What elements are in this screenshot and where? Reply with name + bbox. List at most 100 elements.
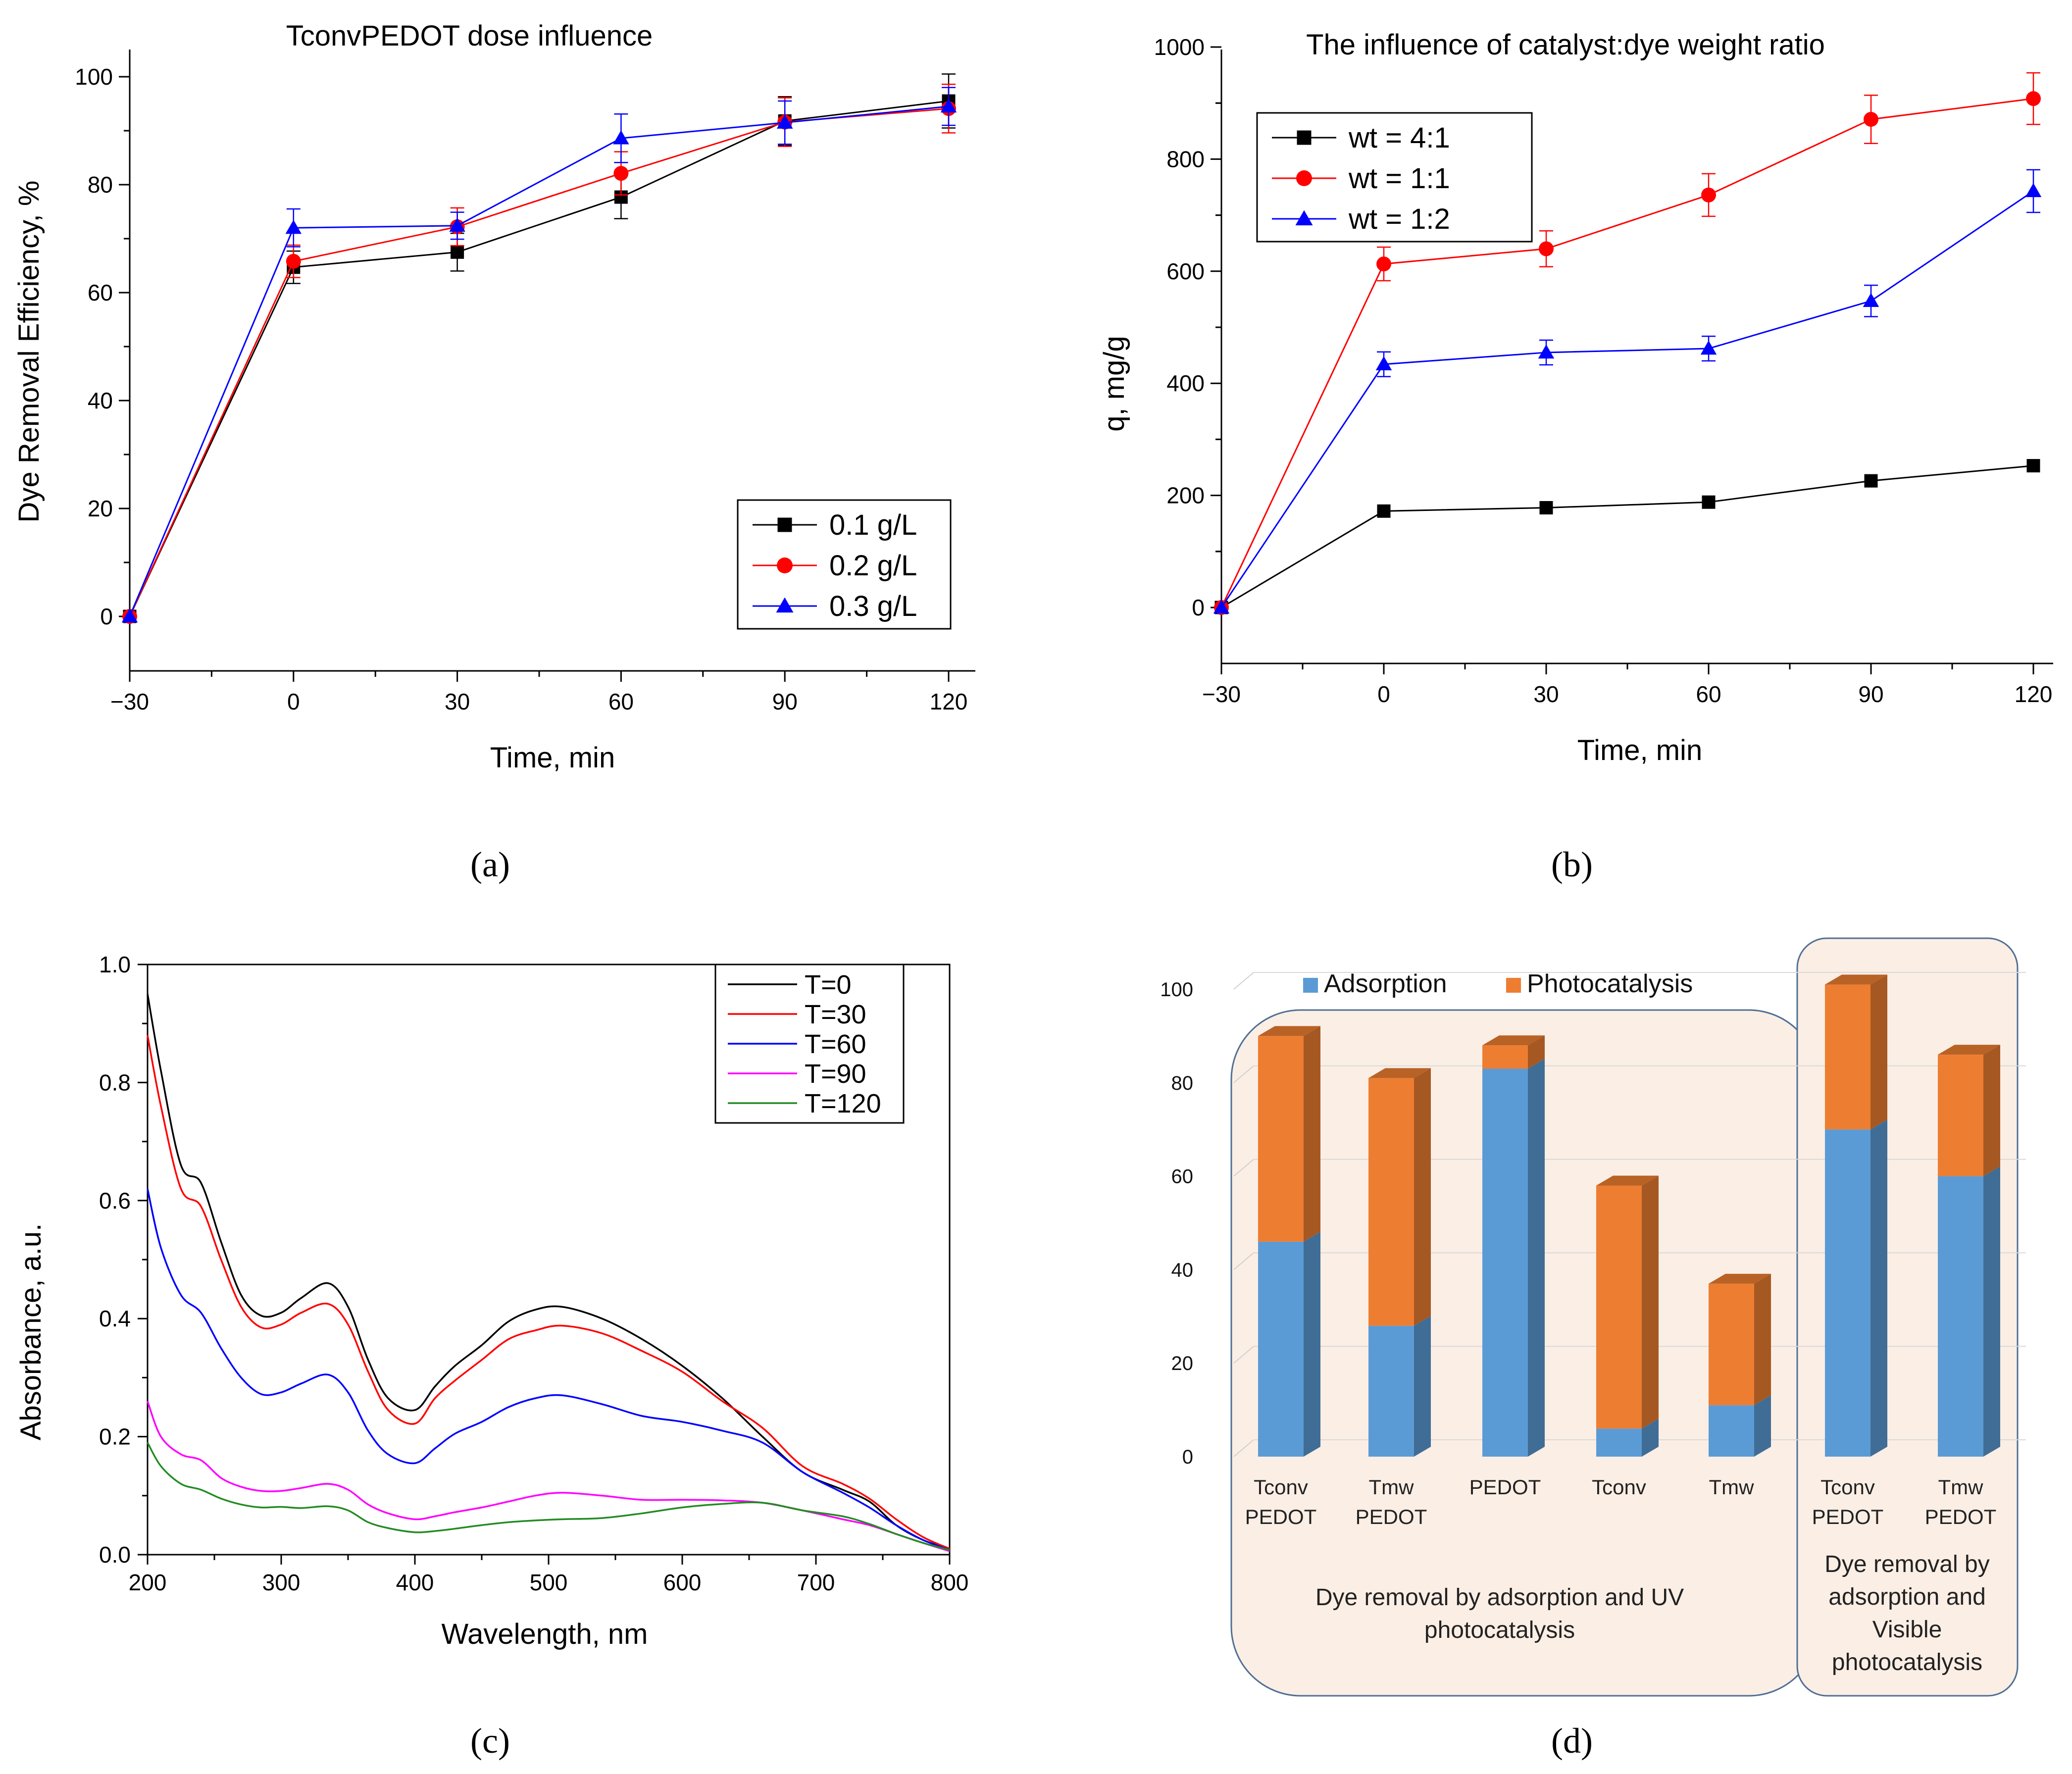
- category-label: Tmw: [1938, 1475, 1984, 1499]
- bar-segment-front: [1482, 1068, 1528, 1457]
- bar-top: [1709, 1273, 1771, 1284]
- bar-segment-side: [1983, 1166, 2000, 1457]
- data-point: [1701, 187, 1716, 203]
- legend-label: T=90: [805, 1059, 866, 1089]
- legend-label: wt = 1:1: [1348, 162, 1450, 195]
- data-point: [449, 217, 465, 232]
- x-tick-label: 400: [396, 1570, 434, 1595]
- data-point: [121, 608, 138, 623]
- data-point: [1864, 474, 1878, 488]
- bar-segment-front: [1596, 1428, 1642, 1457]
- x-tick-label: 700: [797, 1570, 835, 1595]
- data-point: [2025, 183, 2042, 198]
- legend-label: 0.3 g/L: [829, 590, 917, 622]
- x-tick-label: −30: [110, 689, 149, 714]
- bar-segment-front: [1709, 1283, 1754, 1406]
- y-tick-label: 0.6: [99, 1188, 131, 1214]
- y-tick-label: 20: [88, 496, 113, 521]
- legend-label: T=60: [805, 1029, 866, 1059]
- x-tick-label: 120: [930, 689, 968, 714]
- y-tick-label: 100: [75, 64, 113, 90]
- gridline-diagonal: [1233, 1252, 1254, 1270]
- x-tick-label: 30: [1533, 681, 1559, 707]
- panel-caption: (b): [1551, 845, 1593, 884]
- bar-segment-front: [1482, 1045, 1528, 1069]
- y-tick-label: 60: [1171, 1166, 1194, 1188]
- series-line: [1220, 190, 2034, 608]
- gridline-diagonal: [1233, 1159, 1254, 1177]
- category-label: Tconv: [1254, 1475, 1308, 1499]
- y-tick-label: 40: [88, 388, 113, 413]
- category-label: PEDOT: [1925, 1505, 1997, 1528]
- chart-panel-a: TconvPEDOT dose influence Time, min Dye …: [0, 0, 1036, 891]
- data-point: [1376, 256, 1391, 272]
- legend-marker: [1295, 210, 1313, 226]
- group-caption: Visible: [1872, 1617, 1942, 1643]
- bar-segment-side: [1754, 1273, 1771, 1406]
- x-axis-label: Time, min: [490, 742, 615, 774]
- y-axis-label: Dye Removal Efficiency, %: [13, 181, 45, 523]
- legend-label: Photocatalysis: [1527, 969, 1693, 998]
- data-point: [286, 253, 301, 269]
- y-tick-label: 0: [100, 604, 113, 629]
- x-tick-label: 0: [287, 689, 300, 714]
- data-point: [613, 166, 629, 181]
- data-point: [1863, 293, 1879, 307]
- y-tick-label: 800: [1166, 146, 1205, 172]
- data-point: [451, 245, 464, 259]
- legend-label: 0.2 g/L: [829, 550, 917, 582]
- chart-c-svg: Wavelength, nm Absorbance, a.u. (c) 200 3…: [15, 952, 969, 1761]
- spectrum-line: [147, 1401, 950, 1552]
- gridline-diagonal: [1233, 1439, 1254, 1457]
- y-tick-label: 60: [88, 280, 113, 305]
- spectrum-line: [147, 1188, 950, 1551]
- y-axis-label: Absorbance, a.u.: [15, 1223, 47, 1441]
- legend-box: [737, 499, 952, 630]
- data-point: [776, 114, 793, 129]
- bar-segment-front: [1258, 1036, 1304, 1242]
- data-point: [1538, 344, 1555, 359]
- spectrum-line: [147, 1442, 950, 1551]
- legend-swatch: [1303, 978, 1318, 993]
- bar-top: [1258, 1026, 1320, 1036]
- x-tick-label: 600: [663, 1570, 702, 1595]
- category-label: PEDOT: [1245, 1505, 1317, 1528]
- group-caption: photocatalysis: [1424, 1617, 1575, 1643]
- panel-caption: (a): [470, 845, 510, 884]
- panel-caption: (d): [1551, 1721, 1593, 1761]
- bar-segment-side: [1304, 1231, 1320, 1457]
- bar-segment-side: [1754, 1395, 1771, 1457]
- data-point: [1864, 112, 1878, 127]
- group-caption: Dye removal by: [1824, 1551, 1989, 1577]
- x-tick-label: 800: [931, 1570, 969, 1595]
- x-axis-label: Time, min: [1577, 734, 1702, 766]
- series-line: [1221, 465, 2034, 608]
- bar-segment-front: [1825, 1129, 1870, 1457]
- gridline-diagonal: [1233, 972, 1254, 990]
- y-tick-label: 400: [1166, 370, 1205, 396]
- y-axis-label: q, mg/g: [1098, 336, 1130, 431]
- category-label: PEDOT: [1812, 1505, 1884, 1528]
- legend-label: 0.1 g/L: [829, 509, 917, 541]
- spectrum-line: [147, 1035, 950, 1550]
- chart-d-svg: (d) 0 20 40 60 80 100 Tconv PEDOT Tmw PEDOT PEDOT T…: [1160, 937, 2026, 1761]
- category-label: PEDOT: [1469, 1475, 1541, 1499]
- bar-segment-side: [1870, 974, 1887, 1130]
- y-tick-label: 40: [1171, 1259, 1194, 1281]
- data-point: [1213, 599, 1230, 614]
- chart-panel-c: Wavelength, nm Absorbance, a.u. (c) 200 3…: [0, 891, 1036, 1774]
- x-tick-label: 60: [608, 689, 634, 714]
- y-tick-label: 0: [1182, 1446, 1193, 1468]
- category-label: Tmw: [1369, 1475, 1415, 1499]
- bar-top: [1596, 1175, 1659, 1186]
- bar-segment-front: [1368, 1078, 1414, 1326]
- legend-label: T=0: [805, 970, 852, 1000]
- legend-marker: [776, 597, 794, 613]
- chart-a-svg: TconvPEDOT dose influence Time, min Dye …: [13, 20, 975, 884]
- data-point: [940, 98, 957, 113]
- y-tick-label: 0.8: [99, 1069, 131, 1095]
- bar-segment-side: [1528, 1035, 1545, 1069]
- bar-segment-side: [1642, 1175, 1659, 1429]
- category-label: Tconv: [1592, 1475, 1646, 1499]
- x-tick-label: 500: [530, 1570, 568, 1595]
